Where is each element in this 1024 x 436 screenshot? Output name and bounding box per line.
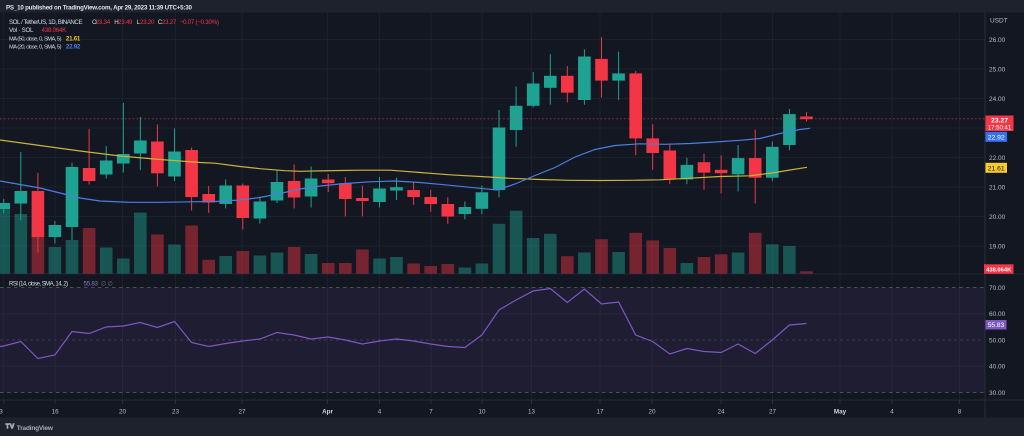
svg-text:16: 16 bbox=[52, 408, 60, 415]
svg-text:3: 3 bbox=[0, 408, 3, 415]
svg-text:O: O bbox=[92, 19, 97, 26]
svg-text:PS_10 published on TradingView: PS_10 published on TradingView.com, Apr … bbox=[6, 5, 193, 12]
svg-text:23.20: 23.20 bbox=[140, 19, 155, 26]
svg-text:20.00: 20.00 bbox=[989, 214, 1006, 221]
svg-text:27: 27 bbox=[238, 408, 246, 415]
svg-text:C: C bbox=[158, 19, 163, 26]
svg-text:MA (50, close, 0, SMA, 5): MA (50, close, 0, SMA, 5) bbox=[9, 36, 62, 42]
svg-text:7: 7 bbox=[429, 408, 433, 415]
svg-text:17: 17 bbox=[596, 408, 604, 415]
svg-text:23.27: 23.27 bbox=[162, 19, 177, 26]
svg-text:30.00: 30.00 bbox=[989, 390, 1006, 397]
svg-text:22.92: 22.92 bbox=[988, 134, 1005, 141]
svg-text:13: 13 bbox=[528, 408, 536, 415]
svg-text:19.00: 19.00 bbox=[989, 243, 1006, 250]
svg-text:23.49: 23.49 bbox=[118, 19, 133, 26]
svg-text:25.00: 25.00 bbox=[989, 66, 1006, 73]
svg-text:L: L bbox=[137, 19, 141, 26]
svg-text:20: 20 bbox=[648, 408, 656, 415]
svg-text:RSI (14, close, SMA, 14, 2): RSI (14, close, SMA, 14, 2) bbox=[9, 281, 68, 287]
svg-text:24.00: 24.00 bbox=[989, 96, 1006, 103]
svg-text:23.27: 23.27 bbox=[991, 118, 1008, 125]
svg-text:50.00: 50.00 bbox=[989, 337, 1006, 344]
svg-text:23: 23 bbox=[172, 408, 180, 415]
svg-text:21.00: 21.00 bbox=[989, 184, 1006, 191]
svg-text:60.00: 60.00 bbox=[989, 311, 1006, 318]
svg-text:24: 24 bbox=[717, 408, 725, 415]
svg-text:USDT: USDT bbox=[990, 17, 1008, 24]
svg-text:−0.07 (−0.30%): −0.07 (−0.30%) bbox=[180, 19, 219, 26]
svg-text:May: May bbox=[834, 408, 847, 415]
svg-text:TradingView: TradingView bbox=[17, 425, 54, 432]
svg-text:40.00: 40.00 bbox=[989, 364, 1006, 371]
svg-text:4: 4 bbox=[378, 408, 382, 415]
svg-text:55.83: 55.83 bbox=[988, 322, 1005, 329]
svg-text:438.064K: 438.064K bbox=[42, 27, 68, 34]
svg-text:8: 8 bbox=[958, 408, 962, 415]
svg-text:SOL / TetherUS, 1D, BINANCE: SOL / TetherUS, 1D, BINANCE bbox=[9, 19, 82, 26]
svg-text:26.00: 26.00 bbox=[989, 37, 1006, 44]
svg-text:Apr: Apr bbox=[322, 408, 333, 415]
svg-text:23.34: 23.34 bbox=[96, 19, 111, 26]
svg-text:22.00: 22.00 bbox=[989, 155, 1006, 162]
svg-text:10: 10 bbox=[478, 408, 486, 415]
svg-text:27: 27 bbox=[769, 408, 777, 415]
svg-text:20: 20 bbox=[119, 408, 127, 415]
svg-text:MA (20, close, 0, SMA, 5): MA (20, close, 0, SMA, 5) bbox=[9, 45, 62, 51]
svg-text:21.61: 21.61 bbox=[66, 35, 81, 42]
svg-text:70.00: 70.00 bbox=[989, 285, 1006, 292]
svg-text:H: H bbox=[114, 19, 118, 26]
svg-text:∅ ∅: ∅ ∅ bbox=[101, 280, 113, 287]
svg-text:22.92: 22.92 bbox=[66, 44, 81, 51]
svg-text:17:50:41: 17:50:41 bbox=[988, 126, 1012, 132]
svg-text:4: 4 bbox=[890, 408, 894, 415]
svg-text:438.064K: 438.064K bbox=[986, 267, 1012, 273]
svg-text:Vol · SOL: Vol · SOL bbox=[9, 27, 34, 34]
svg-text:55.83: 55.83 bbox=[84, 280, 99, 287]
svg-text:21.61: 21.61 bbox=[988, 165, 1005, 172]
